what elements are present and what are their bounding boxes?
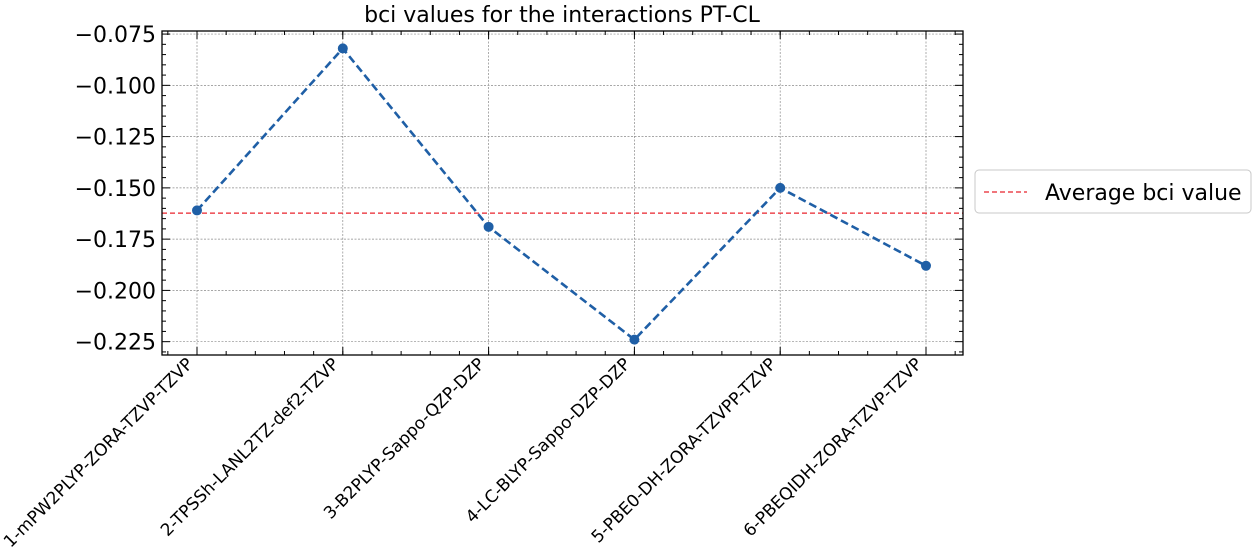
series-layer — [192, 43, 931, 345]
x-tick-label: 4-LC-BLYP-Sappo-DZP-DZP — [462, 354, 635, 527]
y-tick-label: −0.150 — [75, 177, 156, 202]
chart-title: bci values for the interactions PT-CL — [364, 3, 760, 28]
axes — [161, 30, 964, 356]
x-axis-ticks: 1-mPW2PLYP-ZORA-TZVP-TZVP2-TPSSh-LANL2TZ… — [0, 354, 926, 551]
data-point — [192, 205, 202, 216]
data-point — [921, 260, 931, 271]
x-tick-label: 3-B2PLYP-Sappo-QZP-DZP — [320, 354, 489, 523]
data-point — [337, 43, 348, 54]
legend-label: Average bci value — [1045, 181, 1242, 206]
y-axis-ticks: −0.075 −0.100 −0.125 −0.150 −0.175 −0.200 −0.2… — [75, 23, 156, 356]
y-tick-label: −0.175 — [75, 228, 156, 253]
plot-frame — [161, 30, 964, 356]
data-point — [775, 182, 786, 193]
legend: Average bci value — [974, 169, 1252, 214]
y-tick-label: −0.075 — [75, 23, 156, 48]
y-tick-label: −0.200 — [75, 279, 156, 304]
x-tick-label: 2-TPSSh-LANL2TZ-def2-TZVP — [157, 354, 343, 540]
series-line — [196, 46, 927, 342]
y-tick-label: −0.125 — [75, 126, 156, 151]
legend-box — [974, 169, 1252, 214]
y-tick-label: −0.100 — [75, 74, 156, 99]
x-tick-label: 6-PBEQIDH-ZORA-TZVP-TZVP — [740, 354, 927, 541]
data-point — [483, 221, 494, 232]
data-point — [629, 334, 640, 345]
grid — [162, 31, 963, 355]
y-tick-label: −0.225 — [75, 331, 156, 356]
